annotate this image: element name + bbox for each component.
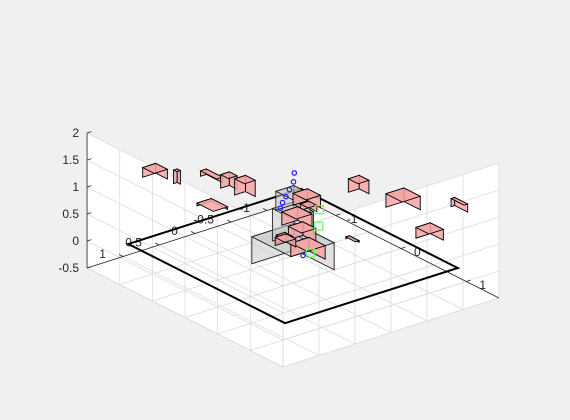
grid-line (86, 159, 284, 260)
z-tick-mark (86, 239, 92, 242)
obstacle-box (199, 168, 224, 184)
obstacle-box (141, 162, 169, 180)
obstacle-box (287, 221, 318, 243)
obstacle-box (291, 188, 322, 208)
y-tick-mark (190, 231, 196, 234)
goal-marker (314, 205, 325, 215)
y-tick-mark (262, 208, 268, 211)
workspace-boundary (125, 187, 461, 325)
trajectory-point (283, 193, 289, 200)
y-tick-label: -1 (239, 201, 250, 215)
obstacle-box (172, 168, 182, 185)
tick-labels: -101-1-0.500.51-0.500.511.52 (58, 126, 486, 292)
grid-line (86, 267, 284, 368)
x-tick-mark (466, 279, 471, 282)
obstacle-box (344, 235, 361, 244)
x-tick-mark (335, 213, 341, 216)
axis-lines (86, 131, 500, 299)
z-tick-mark (86, 266, 92, 269)
grid-line (86, 213, 284, 314)
z-tick-mark (86, 185, 92, 188)
trajectory-point (300, 252, 306, 259)
obstacle-box (414, 222, 445, 241)
grid-line (282, 297, 500, 368)
x-tick-label: 1 (479, 278, 486, 292)
z-tick-label: 0.5 (62, 207, 79, 221)
x-tick-label: -1 (347, 212, 358, 226)
obstacle-box (384, 187, 422, 211)
y-tick-label: 1 (99, 247, 106, 261)
z-tick-label: 2 (72, 126, 79, 140)
goal-marker (305, 248, 315, 258)
obstacle-box (273, 233, 297, 248)
y-tick-mark (154, 242, 160, 246)
trajectory-point (290, 179, 297, 185)
obstacle-box (449, 196, 469, 213)
y-tick-mark (118, 254, 124, 257)
trajectory-point (277, 205, 284, 211)
z-tick-label: 1.5 (62, 153, 79, 167)
obstacle-box (195, 197, 229, 212)
trajectory-point (291, 170, 298, 176)
z-tick-label: 1 (72, 180, 79, 194)
x-tick-label: 0 (414, 245, 421, 259)
z-tick-label: 0 (72, 234, 79, 248)
obstacle-box (347, 174, 371, 195)
z-tick-mark (86, 158, 92, 161)
trajectory-point (286, 186, 293, 193)
grid-line (282, 270, 500, 341)
y-tick-label: 0 (171, 224, 178, 238)
scene-objects (125, 162, 469, 325)
obstacle-box (233, 174, 257, 198)
trajectory-point (279, 199, 286, 206)
goal-marker (314, 221, 324, 231)
z-tick-label: -0.5 (58, 261, 79, 275)
x-tick-mark (400, 246, 406, 249)
grid-line (282, 216, 500, 287)
grid-line (282, 243, 500, 314)
z-tick-mark (86, 212, 92, 215)
z-tick-mark (86, 131, 92, 134)
y-tick-mark (226, 219, 232, 223)
